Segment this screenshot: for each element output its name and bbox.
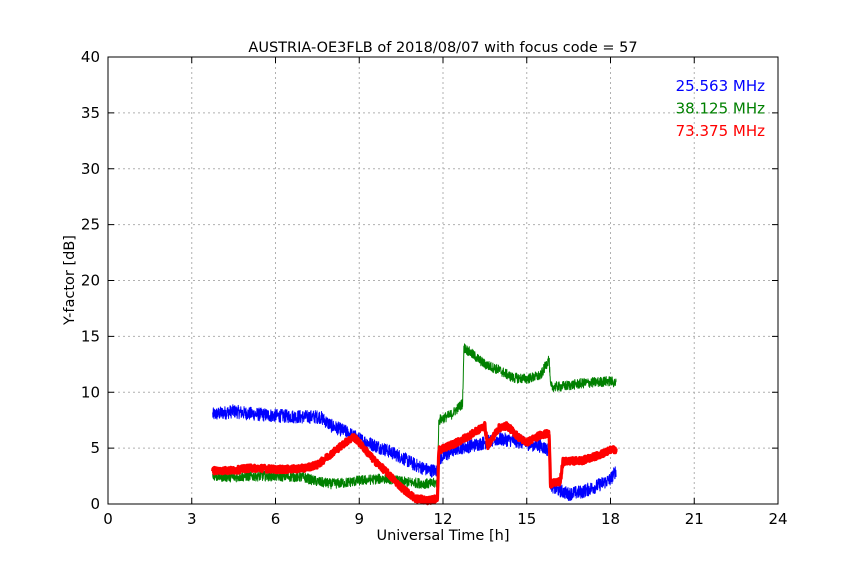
x-tick-label: 18	[601, 510, 620, 528]
chart-title: AUSTRIA-OE3FLB of 2018/08/07 with focus …	[248, 40, 637, 56]
x-tick-label: 9	[354, 510, 364, 528]
x-tick-label: 12	[433, 510, 452, 528]
y-tick-label: 20	[81, 272, 100, 290]
y-tick-label: 40	[81, 48, 100, 66]
legend-entry: 38.125 MHz	[676, 100, 765, 118]
y-tick-label: 10	[81, 383, 100, 401]
y-tick-label: 5	[90, 439, 100, 457]
x-tick-label: 0	[103, 510, 113, 528]
y-tick-label: 15	[81, 327, 100, 345]
x-tick-label: 15	[517, 510, 536, 528]
legend-entry: 73.375 MHz	[676, 122, 765, 140]
y-axis-label: Y-factor [dB]	[62, 235, 78, 326]
series-line-2	[212, 343, 617, 490]
y-tick-label: 25	[81, 216, 100, 234]
y-tick-label: 0	[90, 495, 100, 513]
x-tick-label: 24	[768, 510, 787, 528]
y-tick-label: 35	[81, 104, 100, 122]
x-tick-label: 3	[187, 510, 197, 528]
y-tick-label: 30	[81, 160, 100, 178]
series-layer	[211, 343, 618, 506]
ticks: 0 3 6 9 12 15 18 21 24 0 5 10 15 20 25 30 35 40	[81, 48, 788, 528]
legend: 25.563 MHz 38.125 MHz 73.375 MHz	[676, 77, 765, 140]
x-axis-label: Universal Time [h]	[377, 528, 510, 544]
x-tick-label: 6	[271, 510, 281, 528]
x-tick-label: 21	[685, 510, 704, 528]
legend-entry: 25.563 MHz	[676, 77, 765, 95]
series-line-3	[211, 420, 618, 506]
